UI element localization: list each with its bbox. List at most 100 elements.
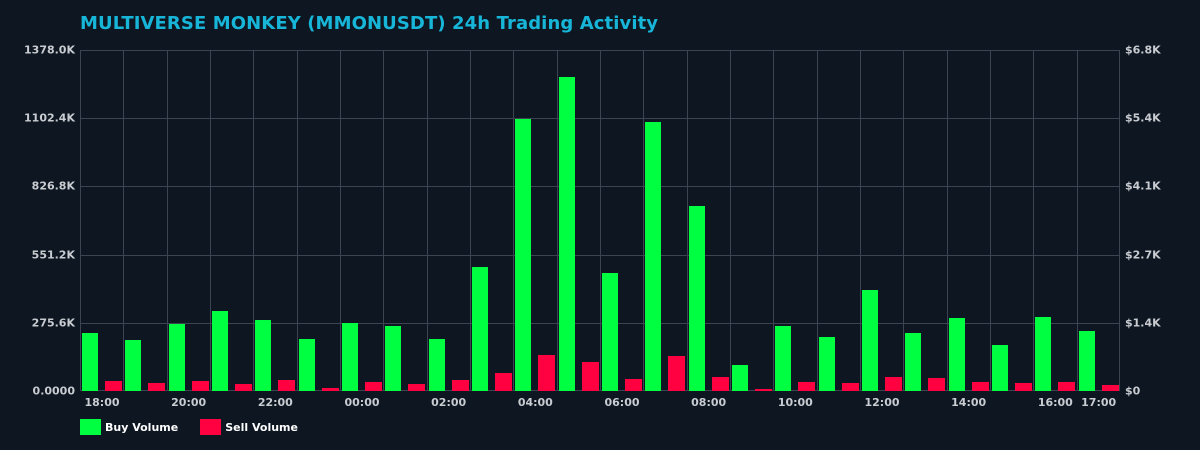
bar-buy-volume[interactable] xyxy=(819,337,835,391)
gridline-vertical xyxy=(557,50,558,391)
y-tick-label-left: 275.6K xyxy=(31,316,75,330)
y-tick-label-left: 1378.0K xyxy=(24,43,75,57)
bar-sell-volume[interactable] xyxy=(1015,383,1032,391)
y-tick-label-right: $6.8K xyxy=(1125,43,1161,57)
x-tick-label: 12:00 xyxy=(864,396,900,409)
gridline-vertical xyxy=(817,50,818,391)
gridline-vertical xyxy=(903,50,904,391)
y-tick-label-right: $0 xyxy=(1125,384,1141,398)
bar-sell-volume[interactable] xyxy=(582,362,599,391)
gridline-vertical xyxy=(773,50,774,391)
bar-sell-volume[interactable] xyxy=(972,382,989,391)
bar-buy-volume[interactable] xyxy=(472,267,488,391)
x-tick-label: 10:00 xyxy=(777,396,813,409)
gridline-vertical xyxy=(990,50,991,391)
bar-sell-volume[interactable] xyxy=(1058,382,1075,391)
bar-buy-volume[interactable] xyxy=(645,122,661,391)
y-tick-label-right: $5.4K xyxy=(1125,111,1161,125)
bar-buy-volume[interactable] xyxy=(689,206,705,391)
gridline-vertical xyxy=(687,50,688,391)
x-tick-label: 02:00 xyxy=(431,396,467,409)
x-tick-label: 17:00 xyxy=(1081,396,1117,409)
bar-buy-volume[interactable] xyxy=(342,323,358,391)
gridline-vertical xyxy=(253,50,254,391)
y-tick-label-right: $1.4K xyxy=(1125,316,1161,330)
bar-buy-volume[interactable] xyxy=(602,273,618,391)
bar-sell-volume[interactable] xyxy=(278,380,295,391)
x-tick-label: 04:00 xyxy=(517,396,553,409)
bar-buy-volume[interactable] xyxy=(82,333,98,391)
bar-sell-volume[interactable] xyxy=(928,378,945,391)
gridline-vertical xyxy=(643,50,644,391)
bar-sell-volume[interactable] xyxy=(192,381,209,391)
chart-title: MULTIVERSE MONKEY (MMONUSDT) 24h Trading… xyxy=(80,13,659,34)
bar-sell-volume[interactable] xyxy=(755,389,772,391)
bar-buy-volume[interactable] xyxy=(862,290,878,391)
bar-sell-volume[interactable] xyxy=(1102,385,1119,391)
gridline-vertical xyxy=(427,50,428,391)
bar-sell-volume[interactable] xyxy=(495,373,512,391)
bar-sell-volume[interactable] xyxy=(452,380,469,391)
bar-buy-volume[interactable] xyxy=(429,339,445,391)
x-tick-label: 14:00 xyxy=(951,396,987,409)
bar-buy-volume[interactable] xyxy=(775,326,791,391)
gridline-vertical xyxy=(340,50,341,391)
y-tick-label-left: 551.2K xyxy=(31,248,75,262)
bar-buy-volume[interactable] xyxy=(125,340,141,391)
bar-sell-volume[interactable] xyxy=(322,388,339,391)
bar-buy-volume[interactable] xyxy=(1079,331,1095,391)
y-tick-label-left: 0.0000 xyxy=(32,384,75,398)
y-tick-label-right: $2.7K xyxy=(1125,248,1161,262)
buy-swatch-icon xyxy=(80,419,101,435)
bar-buy-volume[interactable] xyxy=(559,77,575,391)
bar-buy-volume[interactable] xyxy=(255,320,271,391)
gridline-vertical xyxy=(470,50,471,391)
bar-sell-volume[interactable] xyxy=(148,383,165,391)
bar-sell-volume[interactable] xyxy=(365,382,382,391)
bar-sell-volume[interactable] xyxy=(712,377,729,391)
bar-buy-volume[interactable] xyxy=(515,119,531,391)
gridline-vertical xyxy=(730,50,731,391)
x-tick-label: 08:00 xyxy=(691,396,727,409)
bar-buy-volume[interactable] xyxy=(949,318,965,391)
bar-sell-volume[interactable] xyxy=(668,356,685,391)
gridline-vertical xyxy=(297,50,298,391)
gridline-vertical xyxy=(600,50,601,391)
gridline-vertical xyxy=(947,50,948,391)
y-tick-label-left: 1102.4K xyxy=(24,111,75,125)
legend-label-buy: Buy Volume xyxy=(105,420,179,434)
x-tick-label: 16:00 xyxy=(1037,396,1073,409)
bar-sell-volume[interactable] xyxy=(842,383,859,391)
bar-buy-volume[interactable] xyxy=(732,365,748,391)
legend: Buy Volume Sell Volume xyxy=(80,419,320,435)
bar-sell-volume[interactable] xyxy=(105,381,122,391)
x-tick-label: 00:00 xyxy=(344,396,380,409)
bar-sell-volume[interactable] xyxy=(235,384,252,391)
bar-buy-volume[interactable] xyxy=(1035,317,1051,391)
bar-sell-volume[interactable] xyxy=(885,377,902,391)
sell-swatch-icon xyxy=(200,419,222,435)
x-tick-label: 20:00 xyxy=(171,396,207,409)
bar-buy-volume[interactable] xyxy=(992,345,1008,391)
plot-area xyxy=(80,50,1120,391)
legend-item-sell[interactable]: Sell Volume xyxy=(200,419,298,435)
x-tick-label: 18:00 xyxy=(84,396,120,409)
bar-sell-volume[interactable] xyxy=(625,379,642,391)
bar-sell-volume[interactable] xyxy=(538,355,555,391)
gridline-vertical xyxy=(383,50,384,391)
bar-buy-volume[interactable] xyxy=(299,339,315,391)
bar-sell-volume[interactable] xyxy=(408,384,425,391)
y-tick-label-right: $4.1K xyxy=(1125,179,1161,193)
legend-item-buy[interactable]: Buy Volume xyxy=(80,419,178,435)
gridline-vertical xyxy=(860,50,861,391)
bar-buy-volume[interactable] xyxy=(385,326,401,391)
bar-buy-volume[interactable] xyxy=(905,333,921,391)
bar-buy-volume[interactable] xyxy=(169,324,185,391)
bar-sell-volume[interactable] xyxy=(798,382,815,391)
x-tick-label: 06:00 xyxy=(604,396,640,409)
gridline-vertical xyxy=(210,50,211,391)
gridline-vertical xyxy=(1119,50,1120,391)
gridline-vertical xyxy=(80,50,81,391)
bar-buy-volume[interactable] xyxy=(212,311,228,391)
gridline-vertical xyxy=(167,50,168,391)
